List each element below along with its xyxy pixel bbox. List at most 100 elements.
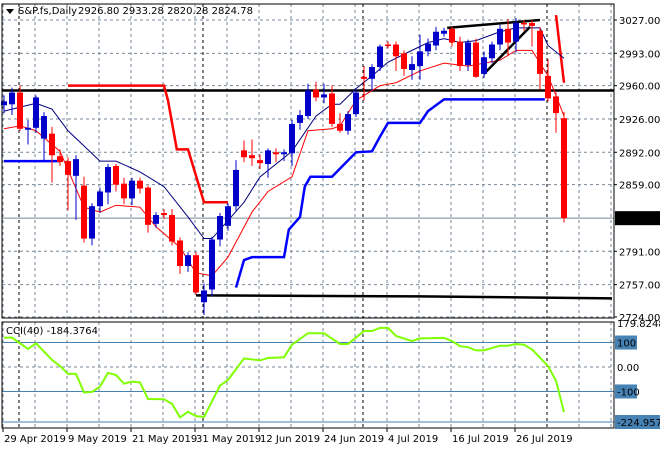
candle[interactable] (9, 87, 15, 116)
candle-body (145, 187, 151, 225)
candle[interactable] (369, 64, 375, 91)
candle[interactable] (217, 213, 223, 247)
candle[interactable] (153, 212, 159, 228)
cci-label: CCI(40) -184.3764 (6, 326, 98, 337)
candle[interactable] (417, 34, 423, 80)
candle[interactable] (225, 203, 231, 231)
candle[interactable] (481, 51, 487, 78)
price-tick-label: 2859.00 (619, 181, 660, 192)
candle[interactable] (241, 140, 247, 163)
candle[interactable] (113, 164, 119, 192)
candle[interactable] (193, 252, 199, 295)
candle[interactable] (537, 26, 543, 90)
candle[interactable] (41, 112, 47, 162)
candles[interactable] (1, 18, 567, 315)
cci-axis-label: 179.8248 (617, 319, 660, 330)
candle[interactable] (329, 85, 335, 127)
candle[interactable] (1, 95, 7, 114)
candle-body (57, 156, 63, 163)
candle[interactable] (305, 83, 311, 119)
candle[interactable] (57, 149, 63, 167)
candle[interactable] (441, 27, 447, 37)
candle[interactable] (73, 155, 79, 220)
candle[interactable] (233, 160, 239, 212)
candle-body (193, 255, 199, 293)
candle-body (249, 155, 255, 159)
candle[interactable] (145, 185, 151, 233)
candle[interactable] (545, 59, 551, 102)
candle[interactable] (185, 252, 191, 272)
candle[interactable] (361, 66, 367, 101)
candle-body (553, 96, 559, 114)
candle[interactable] (553, 92, 559, 133)
candle-body (457, 41, 463, 67)
candle-body (497, 28, 503, 45)
candle[interactable] (161, 209, 167, 219)
candle[interactable] (33, 95, 39, 133)
fast-moving-average-line (3, 27, 565, 240)
candle-body (353, 92, 359, 115)
candle[interactable] (17, 85, 23, 131)
candle[interactable] (401, 50, 407, 76)
candle-body (313, 89, 319, 98)
candle[interactable] (465, 39, 471, 71)
candle-body (361, 76, 367, 79)
candle[interactable] (409, 56, 415, 80)
candle-body (529, 22, 535, 26)
candle[interactable] (345, 111, 351, 135)
candle[interactable] (97, 187, 103, 214)
symbol-label: S&P.fs,Daily (18, 6, 77, 17)
candle[interactable] (89, 203, 95, 246)
candle[interactable] (321, 83, 327, 104)
candle[interactable] (385, 41, 391, 49)
date-tick-label: 24 Jun 2019 (324, 434, 384, 445)
candle[interactable] (169, 209, 175, 246)
candle[interactable] (177, 237, 183, 274)
candle[interactable] (65, 157, 71, 211)
candle[interactable] (393, 41, 399, 71)
candle[interactable] (289, 119, 295, 167)
candle[interactable] (257, 154, 263, 169)
candle[interactable] (497, 24, 503, 51)
candle[interactable] (265, 148, 271, 178)
candle[interactable] (561, 111, 567, 223)
candle[interactable] (137, 177, 143, 194)
candle[interactable] (297, 110, 303, 130)
candle[interactable] (337, 113, 343, 133)
candle[interactable] (25, 119, 31, 145)
candle-body (321, 94, 327, 98)
candle[interactable] (433, 26, 439, 51)
candle[interactable] (249, 139, 255, 167)
current-price-label: 2824.78 (618, 214, 659, 225)
candle[interactable] (529, 20, 535, 47)
candle[interactable] (121, 177, 127, 205)
grid (2, 4, 614, 428)
candle[interactable] (81, 176, 87, 243)
candle-body (513, 22, 519, 42)
candle[interactable] (49, 126, 55, 183)
candle-body (473, 42, 479, 77)
candle[interactable] (273, 148, 279, 163)
candle[interactable] (489, 41, 495, 64)
candle-body (257, 160, 263, 164)
cci-pane-frame (1, 321, 615, 429)
candle[interactable] (457, 36, 463, 71)
candle[interactable] (505, 19, 511, 57)
upper-band-line (554, 14, 566, 83)
candle[interactable] (521, 20, 527, 31)
candle[interactable] (353, 89, 359, 118)
candle[interactable] (105, 164, 111, 205)
candle[interactable] (313, 81, 319, 102)
candle[interactable] (129, 177, 135, 206)
candle[interactable] (209, 236, 215, 297)
candle[interactable] (201, 283, 207, 315)
candle[interactable] (425, 38, 431, 57)
candle[interactable] (377, 44, 383, 71)
candle[interactable] (473, 38, 479, 78)
candle[interactable] (281, 149, 287, 162)
collapse-triangle-icon[interactable] (6, 9, 14, 14)
candle-body (409, 64, 415, 70)
candle[interactable] (449, 26, 455, 47)
candle[interactable] (513, 18, 519, 53)
